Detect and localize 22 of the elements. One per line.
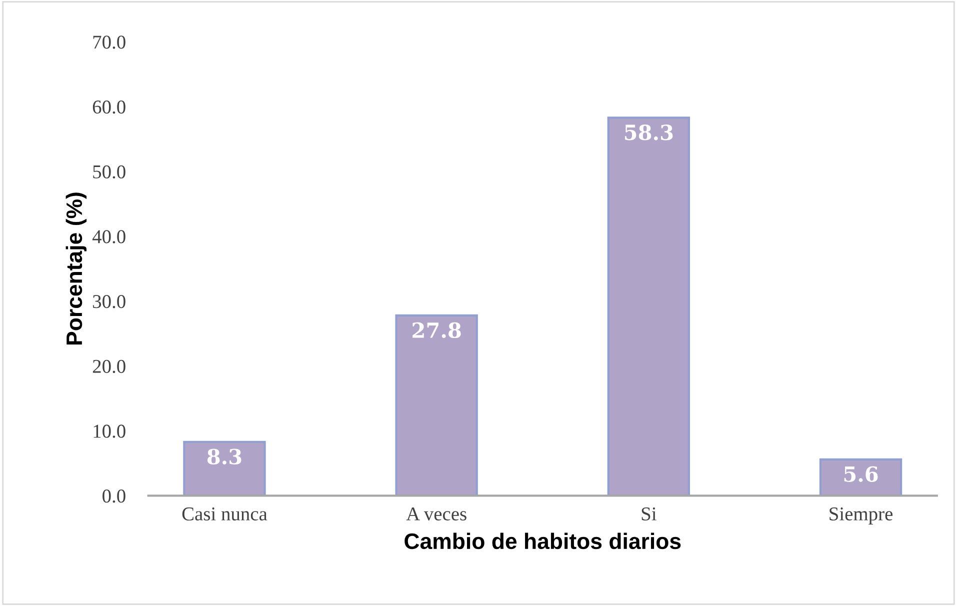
data-label: 5.6 <box>844 466 878 482</box>
x-axis-title: Cambio de habitos diarios <box>404 532 681 550</box>
y-tick-label: 30.0 <box>93 295 126 308</box>
data-label: 8.3 <box>207 448 242 464</box>
y-axis-title: Porcentaje (%) <box>66 192 87 344</box>
x-tick-label: A veces <box>406 507 466 521</box>
y-tick-label: 0.0 <box>102 490 126 503</box>
bar <box>607 116 690 496</box>
y-tick-label: 10.0 <box>94 424 126 438</box>
data-label: 27.8 <box>412 322 461 338</box>
y-tick-label: 20.0 <box>92 360 126 374</box>
data-label: 58.3 <box>625 124 673 140</box>
x-tick-label: Casi nunca <box>182 507 268 521</box>
bar <box>395 314 478 496</box>
y-tick-label: 60.0 <box>92 100 126 114</box>
x-tick-label: Siempre <box>830 507 892 524</box>
y-tick-label: 40.0 <box>92 230 126 244</box>
y-tick-label: 50.0 <box>93 165 126 179</box>
x-tick-label: Si <box>642 507 656 521</box>
y-tick-label: 70.0 <box>93 36 126 49</box>
bar <box>819 458 902 496</box>
bar <box>183 440 266 496</box>
